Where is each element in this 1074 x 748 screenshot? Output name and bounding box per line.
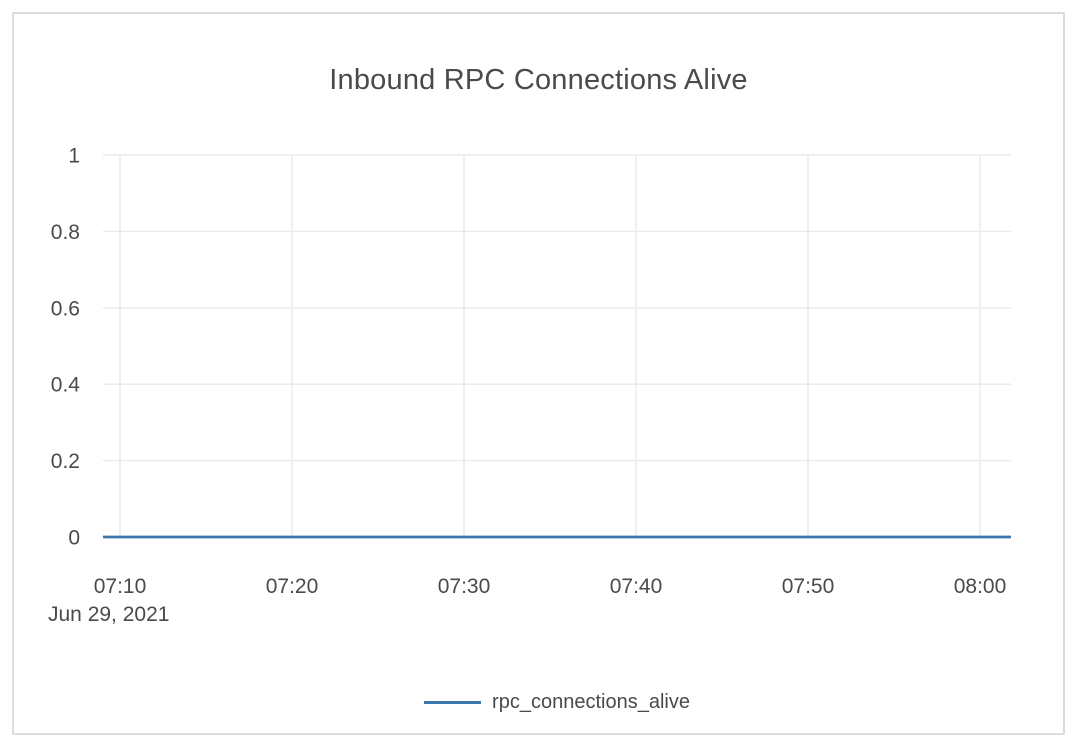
- y-axis-tick-labels: 0 0.2 0.4 0.6 0.8 1: [51, 145, 81, 550]
- y-tick-label: 0.8: [51, 221, 80, 244]
- y-tick-label: 0: [68, 527, 80, 550]
- x-tick-label: 07:30: [438, 575, 491, 598]
- legend-line-swatch: [424, 700, 482, 705]
- y-tick-label: 0.2: [51, 450, 80, 473]
- y-tick-label: 1: [68, 145, 80, 168]
- x-tick-label: 07:50: [782, 575, 835, 598]
- chart-card: Inbound RPC Connections Alive: [12, 12, 1065, 735]
- legend: rpc_connections_alive: [103, 691, 1011, 714]
- x-tick-label: 07:20: [266, 575, 319, 598]
- x-tick-label: 07:40: [610, 575, 663, 598]
- x-tick-label: 08:00: [954, 575, 1007, 598]
- x-axis-tick-labels: 07:10 07:20 07:30 07:40 07:50 08:00: [94, 575, 1007, 598]
- gridlines: [103, 154, 1011, 538]
- legend-item-rpc-connections-alive[interactable]: rpc_connections_alive: [424, 691, 690, 714]
- x-tick-label: 07:10: [94, 575, 147, 598]
- legend-label: rpc_connections_alive: [492, 691, 690, 713]
- chart-title: Inbound RPC Connections Alive: [329, 64, 748, 96]
- x-axis-date-label: Jun 29, 2021: [48, 603, 170, 626]
- y-tick-label: 0.6: [51, 297, 80, 320]
- y-tick-label: 0.4: [51, 374, 81, 397]
